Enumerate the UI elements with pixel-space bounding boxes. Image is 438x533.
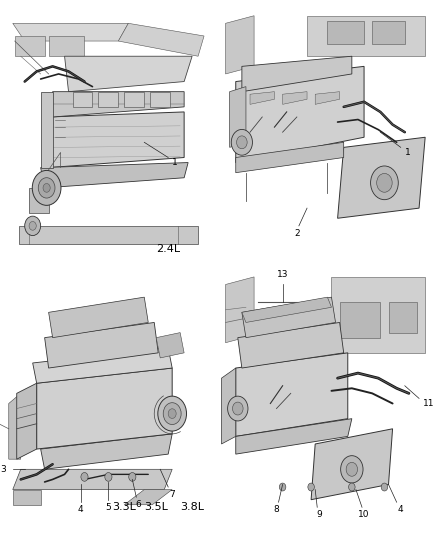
Text: 3: 3 xyxy=(0,465,6,474)
Circle shape xyxy=(129,473,136,481)
Polygon shape xyxy=(283,92,307,104)
Text: 10: 10 xyxy=(358,511,370,519)
Polygon shape xyxy=(13,470,172,489)
Text: 3.3L: 3.3L xyxy=(113,502,136,512)
Polygon shape xyxy=(307,16,425,56)
Text: 8: 8 xyxy=(274,505,279,514)
Text: 3.5L: 3.5L xyxy=(144,502,168,512)
Text: 3.8L: 3.8L xyxy=(180,502,204,512)
Polygon shape xyxy=(15,36,45,56)
Text: 2: 2 xyxy=(294,229,300,238)
Polygon shape xyxy=(37,368,172,449)
Polygon shape xyxy=(45,322,158,368)
Circle shape xyxy=(346,462,357,477)
Text: 7: 7 xyxy=(170,490,175,499)
Polygon shape xyxy=(73,92,92,107)
Polygon shape xyxy=(238,322,344,368)
Circle shape xyxy=(233,402,243,415)
Polygon shape xyxy=(13,489,41,505)
Circle shape xyxy=(377,173,392,192)
Circle shape xyxy=(228,396,248,421)
Polygon shape xyxy=(53,92,184,117)
Polygon shape xyxy=(13,23,128,41)
Circle shape xyxy=(279,483,286,491)
Polygon shape xyxy=(118,23,204,56)
Polygon shape xyxy=(311,429,392,500)
Polygon shape xyxy=(328,21,364,44)
Polygon shape xyxy=(226,277,254,343)
Polygon shape xyxy=(9,393,21,459)
Polygon shape xyxy=(236,353,348,437)
Polygon shape xyxy=(49,36,85,56)
Polygon shape xyxy=(389,302,417,333)
Polygon shape xyxy=(33,348,172,383)
Text: 6: 6 xyxy=(135,500,141,509)
Circle shape xyxy=(81,473,88,481)
Text: 2.4L: 2.4L xyxy=(156,244,180,254)
Polygon shape xyxy=(372,21,405,44)
Circle shape xyxy=(168,409,176,418)
Circle shape xyxy=(105,473,112,481)
Polygon shape xyxy=(338,138,425,219)
Circle shape xyxy=(158,396,187,431)
Polygon shape xyxy=(242,297,336,338)
Polygon shape xyxy=(226,16,254,74)
Polygon shape xyxy=(29,188,49,213)
Polygon shape xyxy=(230,87,246,147)
Circle shape xyxy=(29,222,36,230)
Polygon shape xyxy=(64,56,192,92)
Polygon shape xyxy=(41,434,172,470)
Polygon shape xyxy=(49,112,184,167)
Text: 1: 1 xyxy=(172,158,178,167)
Polygon shape xyxy=(315,92,339,104)
Circle shape xyxy=(43,183,50,192)
Circle shape xyxy=(381,483,388,491)
Polygon shape xyxy=(41,92,53,167)
Text: 9: 9 xyxy=(316,511,322,519)
Polygon shape xyxy=(156,333,184,358)
Polygon shape xyxy=(222,368,236,444)
Polygon shape xyxy=(332,277,425,353)
Polygon shape xyxy=(19,226,198,244)
Polygon shape xyxy=(124,489,172,505)
Circle shape xyxy=(308,483,314,491)
Text: 5: 5 xyxy=(106,503,111,512)
Polygon shape xyxy=(150,92,170,107)
Polygon shape xyxy=(242,297,332,322)
Text: 11: 11 xyxy=(423,399,434,408)
Polygon shape xyxy=(124,92,144,107)
Circle shape xyxy=(371,166,398,200)
Circle shape xyxy=(341,456,363,483)
Polygon shape xyxy=(242,56,352,92)
Circle shape xyxy=(32,171,61,205)
Polygon shape xyxy=(250,92,275,104)
Circle shape xyxy=(237,136,247,149)
Polygon shape xyxy=(17,383,37,459)
Polygon shape xyxy=(339,302,380,338)
Polygon shape xyxy=(41,163,188,188)
Text: 4: 4 xyxy=(398,505,403,514)
Text: 13: 13 xyxy=(277,270,288,279)
Circle shape xyxy=(25,216,41,236)
Polygon shape xyxy=(99,92,118,107)
Polygon shape xyxy=(49,297,148,338)
Circle shape xyxy=(349,483,355,491)
Polygon shape xyxy=(236,142,344,173)
Circle shape xyxy=(163,403,181,424)
Polygon shape xyxy=(236,67,364,163)
Polygon shape xyxy=(236,419,352,454)
Text: 4: 4 xyxy=(78,505,83,514)
Text: 1: 1 xyxy=(405,148,410,157)
Circle shape xyxy=(231,130,252,155)
Circle shape xyxy=(38,177,55,198)
